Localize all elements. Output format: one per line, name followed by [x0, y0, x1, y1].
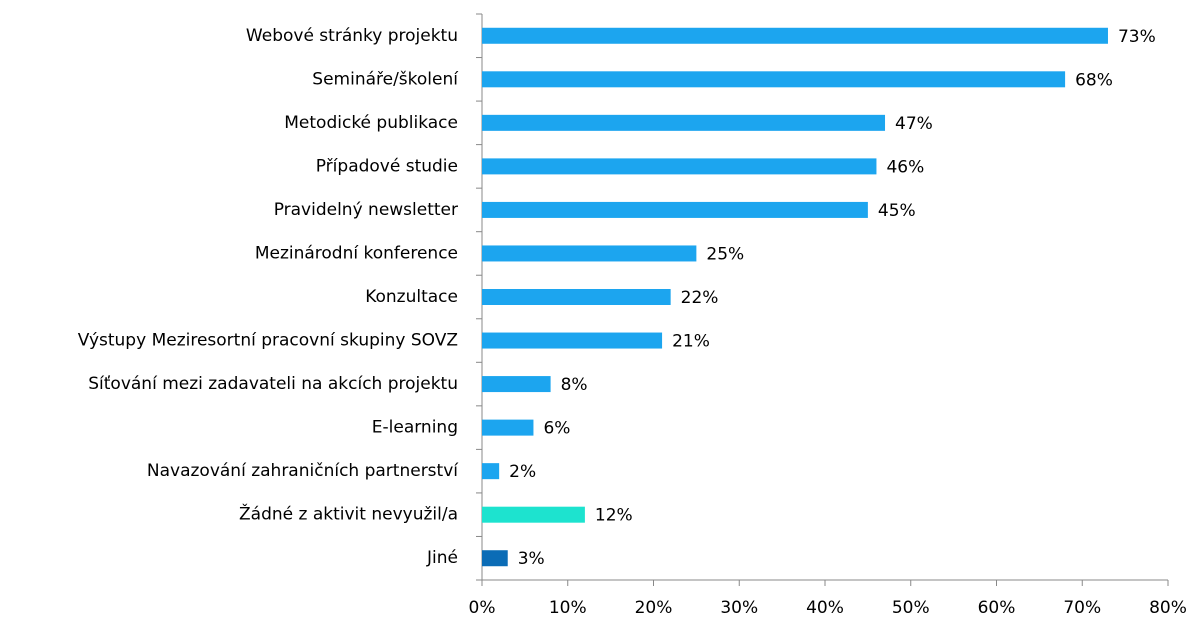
bar	[482, 550, 508, 567]
value-label: 46%	[886, 157, 924, 177]
bar	[482, 463, 500, 480]
y-tick-label: Webové stránky projektu	[246, 26, 458, 46]
bar	[482, 289, 671, 305]
value-label: 47%	[895, 114, 933, 134]
value-label: 21%	[672, 332, 710, 352]
y-tick-label: Síťování mezi zadavateli na akcích proje…	[88, 374, 458, 394]
y-tick-label: Metodické publikace	[284, 113, 458, 133]
bar	[482, 201, 868, 218]
value-label: 12%	[595, 506, 633, 526]
bar	[482, 158, 877, 175]
y-tick-label: Výstupy Meziresortní pracovní skupiny SO…	[78, 331, 458, 351]
x-tick-label: 0%	[469, 598, 496, 618]
x-tick-label: 30%	[720, 598, 758, 618]
y-tick-label: Konzultace	[365, 287, 458, 307]
value-label: 22%	[681, 288, 719, 308]
value-label: 6%	[543, 419, 570, 439]
value-label: 68%	[1075, 70, 1113, 90]
bar	[482, 27, 1108, 44]
y-tick-label: Mezinárodní konference	[255, 243, 458, 263]
bar	[482, 376, 551, 393]
x-tick-label: 20%	[635, 598, 673, 618]
y-tick-label: E-learning	[372, 418, 458, 438]
x-tick-label: 70%	[1063, 598, 1101, 618]
x-tick-label: 50%	[892, 598, 930, 618]
value-label: 73%	[1118, 27, 1156, 47]
value-label: 2%	[509, 462, 536, 482]
y-tick-label: Navazování zahraničních partnerství	[147, 461, 459, 481]
bar	[482, 71, 1066, 88]
x-tick-label: 80%	[1149, 598, 1187, 618]
x-tick-label: 10%	[549, 598, 587, 618]
value-label: 45%	[878, 201, 916, 221]
value-label: 25%	[706, 244, 744, 264]
x-tick-label: 60%	[978, 598, 1016, 618]
y-tick-label: Pravidelný newsletter	[274, 200, 458, 220]
value-label: 8%	[561, 375, 588, 395]
y-tick-label: Případové studie	[316, 156, 458, 176]
bar	[482, 506, 585, 523]
bar	[482, 114, 886, 131]
y-tick-label: Žádné z aktivit nevyužil/a	[239, 503, 458, 525]
bar	[482, 332, 663, 349]
bar	[482, 419, 534, 436]
y-tick-label: Semináře/školení	[312, 69, 459, 89]
x-tick-label: 40%	[806, 598, 844, 618]
y-tick-label: Jiné	[426, 548, 458, 568]
value-label: 3%	[518, 549, 545, 569]
bar	[482, 245, 697, 262]
